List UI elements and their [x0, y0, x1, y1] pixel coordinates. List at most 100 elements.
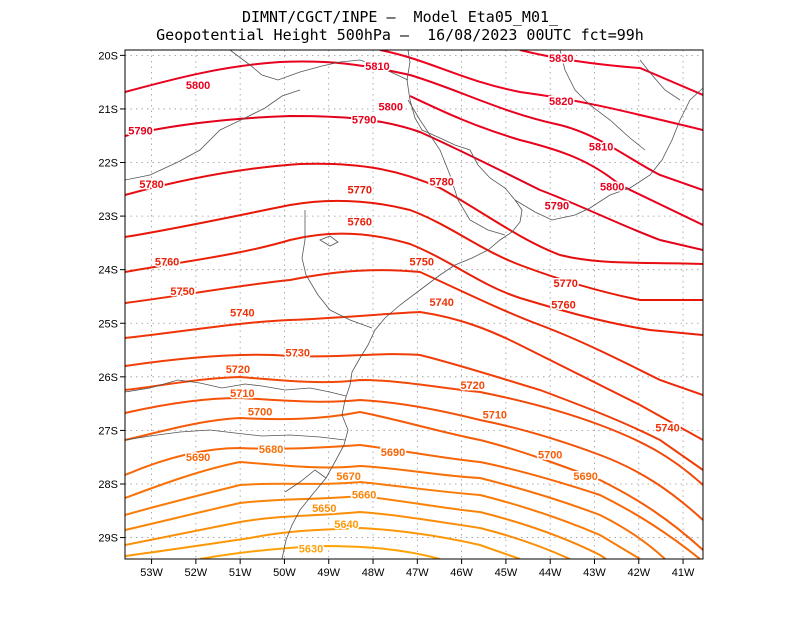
height-contours	[125, 50, 703, 559]
contour-label: 5690	[186, 452, 210, 464]
title-line-1: DIMNT/CGCT/INPE – Model Eta05_M01_	[241, 8, 559, 26]
coastline-and-borders	[125, 50, 703, 559]
x-tick-label: 53W	[140, 567, 163, 579]
contour-label: 5670	[336, 471, 360, 483]
contour-label: 5810	[589, 141, 613, 153]
contour-label: 5770	[348, 184, 372, 196]
contour-label: 5690	[381, 447, 405, 459]
contour-line	[199, 544, 441, 559]
lat-lon-grid	[125, 50, 703, 559]
contour-line	[409, 95, 703, 226]
contour-label: 5740	[230, 308, 254, 320]
contour-line	[125, 60, 703, 191]
title-line-2: Geopotential Height 500hPa – 16/08/2023 …	[156, 26, 644, 44]
y-tick-label: 29S	[98, 533, 118, 545]
contour-line	[125, 162, 703, 265]
contour-line	[125, 199, 703, 301]
contour-label: 5800	[186, 80, 210, 92]
y-tick-label: 27S	[98, 425, 118, 437]
y-tick-label: 20S	[98, 50, 118, 62]
contour-label: 5630	[299, 543, 323, 555]
island	[319, 235, 339, 247]
x-tick-label: 45W	[495, 567, 518, 579]
x-tick-label: 52W	[185, 567, 208, 579]
contour-line	[125, 410, 703, 551]
contour-line	[125, 232, 703, 336]
contour-label: 5760	[348, 216, 372, 228]
y-tick-label: 24S	[98, 265, 118, 277]
y-tick-label: 21S	[98, 104, 118, 116]
state-border	[229, 50, 409, 81]
contour-label: 5720	[226, 364, 250, 376]
map-frame	[124, 49, 704, 560]
contour-label: 5760	[155, 257, 179, 269]
x-tick-label: 43W	[583, 567, 606, 579]
y-tick-label: 23S	[98, 211, 118, 223]
y-tick-label: 28S	[98, 479, 118, 491]
contour-line	[125, 526, 521, 559]
contour-line	[125, 375, 703, 486]
contour-labels: 5830 5810 5800 5800 5820 5790 5790 5810 5780 5780…	[127, 52, 682, 557]
contour-label: 5790	[352, 115, 376, 127]
contour-label: 5810	[365, 61, 389, 73]
contour-line	[125, 494, 607, 559]
contour-label: 5720	[460, 380, 484, 392]
contour-line	[125, 114, 703, 251]
contour-line	[125, 353, 703, 471]
x-tick-label: 46W	[450, 567, 473, 579]
x-tick-label: 41W	[672, 567, 695, 579]
x-tick-label: 42W	[627, 567, 650, 579]
contour-line	[125, 443, 701, 559]
contour-line	[379, 50, 703, 131]
x-tick-label: 47W	[406, 567, 429, 579]
contour-line	[125, 460, 666, 559]
contour-label: 5730	[285, 348, 309, 360]
contour-label: 5710	[483, 409, 507, 421]
state-border	[407, 99, 506, 236]
contour-label: 5660	[352, 490, 376, 502]
state-border	[125, 89, 301, 181]
contour-label: 5680	[259, 444, 283, 456]
contour-label: 5780	[139, 179, 163, 191]
contour-label: 5700	[538, 450, 562, 462]
y-tick-label: 26S	[98, 372, 118, 384]
state-border	[125, 379, 347, 397]
contour-label: 5750	[410, 257, 434, 269]
contour-label: 5790	[128, 125, 152, 137]
contour-label: 5650	[312, 503, 336, 515]
contour-label: 5800	[379, 101, 403, 113]
state-border	[559, 50, 646, 151]
state-border	[125, 429, 346, 441]
coastline	[281, 50, 523, 559]
contour-label: 5760	[551, 300, 575, 312]
contour-label: 5770	[553, 278, 577, 290]
contour-line	[125, 396, 703, 521]
contour-label: 5740	[655, 423, 679, 435]
contour-line	[125, 310, 703, 441]
state-border	[639, 59, 681, 101]
contour-line	[519, 50, 703, 96]
x-tick-label: 49W	[317, 567, 340, 579]
coastline-east	[514, 87, 703, 221]
contour-label: 5710	[230, 388, 254, 400]
contour-label: 5800	[600, 182, 624, 194]
contour-line	[125, 480, 641, 559]
axis-ticks: 53W 52W 51W 50W 49W 48W 47W 46W 45W 44W 43W 42W 41W 2…	[98, 50, 695, 579]
x-tick-label: 48W	[362, 567, 385, 579]
contour-label: 5750	[170, 286, 194, 298]
x-tick-label: 44W	[539, 567, 562, 579]
y-tick-label: 22S	[98, 158, 118, 170]
y-tick-label: 25S	[98, 318, 118, 330]
x-tick-label: 50W	[273, 567, 296, 579]
contour-line	[125, 269, 703, 396]
state-border	[284, 469, 327, 493]
contour-line	[125, 510, 571, 559]
contour-label: 5690	[573, 471, 597, 483]
contour-label: 5780	[429, 176, 453, 188]
contour-label: 5820	[549, 96, 573, 108]
contour-label: 5830	[549, 53, 573, 65]
contour-label: 5700	[248, 407, 272, 419]
x-tick-label: 51W	[229, 567, 252, 579]
state-border	[301, 210, 373, 329]
